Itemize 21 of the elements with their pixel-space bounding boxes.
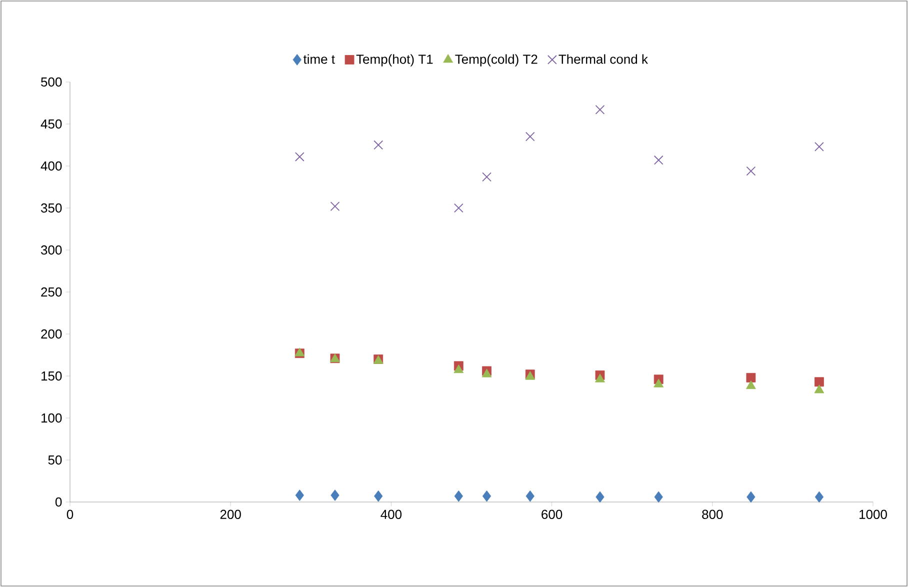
y-tick-label: 400 <box>40 161 62 171</box>
y-tick-label: 250 <box>41 287 62 297</box>
x-tick-label: 600 <box>542 510 562 519</box>
x-tick-label: 0 <box>66 510 74 519</box>
x-tick-label: 1000 <box>860 510 887 519</box>
y-tick-label: 300 <box>41 245 62 255</box>
x-tick-label: 200 <box>220 510 241 519</box>
y-tick-label: 0 <box>55 497 62 507</box>
x-tick-label: 400 <box>380 510 402 519</box>
legend-label: Thermal cond k <box>558 54 648 64</box>
legend-label: Temp(cold) T2 <box>455 54 538 66</box>
y-tick-label: 500 <box>41 77 62 87</box>
y-tick-label: 350 <box>41 203 62 213</box>
legend-label: time t <box>303 54 335 64</box>
y-tick-label: 200 <box>41 329 62 339</box>
y-tick-label: 50 <box>48 455 62 465</box>
x-tick-label: 800 <box>702 510 723 519</box>
y-tick-label: 100 <box>42 413 62 423</box>
y-tick-label: 450 <box>40 119 62 129</box>
y-tick-label: 150 <box>42 371 62 381</box>
legend-label: Temp(hot) T1 <box>356 54 433 66</box>
